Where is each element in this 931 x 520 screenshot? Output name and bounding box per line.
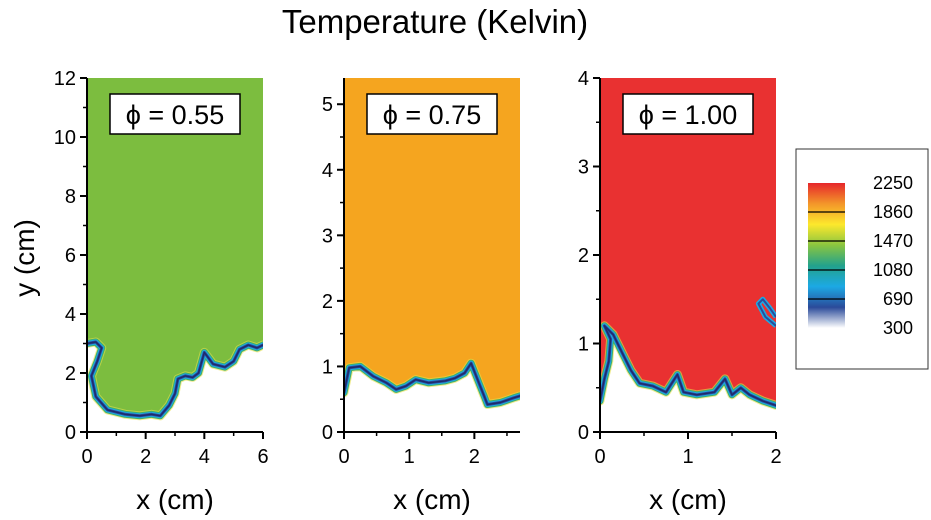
y-tick-label: 10 xyxy=(54,127,76,149)
panel-075: 0 1 2 3 4 5 0 1 2 x (cm) ϕ = 0.75 xyxy=(322,74,534,515)
colorbar-tick-label: 1470 xyxy=(873,231,913,251)
x-tick-label: 1 xyxy=(404,446,415,468)
flame-pocket xyxy=(757,298,777,327)
x-tick-label: 0 xyxy=(81,446,92,468)
x-tick-label: 2 xyxy=(770,446,781,468)
y-tick-label: 4 xyxy=(65,304,76,326)
colorbar-tick-label: 1080 xyxy=(873,260,913,280)
x-tick-label: 2 xyxy=(140,446,151,468)
x-axis-label: x (cm) xyxy=(393,484,471,515)
x-tick-label: 0 xyxy=(338,446,349,468)
y-tick-label: 3 xyxy=(322,225,333,247)
y-tick-label: 4 xyxy=(578,68,589,90)
colorbar-tick-label: 690 xyxy=(883,289,913,309)
phi-label: ϕ = 0.75 xyxy=(383,100,481,130)
colorbar-gradient xyxy=(808,183,845,328)
frame-mask xyxy=(520,74,534,436)
y-tick-label: 0 xyxy=(578,422,589,444)
y-tick-label: 2 xyxy=(65,363,76,385)
figure-title: Temperature (Kelvin) xyxy=(282,3,588,40)
flame-front-band xyxy=(86,341,264,417)
colorbar-tick-label: 1860 xyxy=(873,202,913,222)
x-tick-label: 1 xyxy=(682,446,693,468)
y-tick-label: 12 xyxy=(54,68,76,90)
phi-label-box xyxy=(109,93,241,135)
y-tick-label: 2 xyxy=(578,245,589,267)
colorbar-tick-label: 2250 xyxy=(873,173,913,193)
y-tick-label: 0 xyxy=(65,422,76,444)
phi-label: ϕ = 1.00 xyxy=(639,100,737,130)
y-tick-label: 1 xyxy=(322,356,333,378)
burned-region xyxy=(87,78,263,416)
y-tick-label: 2 xyxy=(322,291,333,313)
x-axis-label: x (cm) xyxy=(136,484,214,515)
flame-front-band xyxy=(599,325,777,407)
panel-100: 0 1 2 3 4 0 1 2 x (cm) ϕ = 1.00 xyxy=(578,68,790,515)
y-axis-label: y (cm) xyxy=(9,219,40,297)
y-tick-label: 0 xyxy=(322,422,333,444)
x-tick-label: 4 xyxy=(199,446,210,468)
y-tick-label: 3 xyxy=(578,157,589,179)
y-tick-label: 1 xyxy=(578,334,589,356)
y-tick-label: 6 xyxy=(65,245,76,267)
frame-mask xyxy=(776,74,790,436)
flame-front-band xyxy=(343,362,521,406)
frame-mask xyxy=(330,74,344,436)
x-tick-label: 2 xyxy=(469,446,480,468)
phi-label-box xyxy=(366,93,498,135)
burned-region xyxy=(600,78,776,406)
colorbar-tick-label: 300 xyxy=(883,318,913,338)
burned-region xyxy=(344,78,520,405)
phi-label-box xyxy=(622,93,754,135)
y-tick-label: 5 xyxy=(322,94,333,116)
panel-055: 0 2 4 6 8 10 12 0 2 4 6 x (cm) ϕ = 0.55 xyxy=(54,68,277,515)
x-tick-label: 0 xyxy=(594,446,605,468)
phi-label: ϕ = 0.55 xyxy=(126,100,224,130)
x-axis-label: x (cm) xyxy=(649,484,727,515)
x-tick-label: 6 xyxy=(257,446,268,468)
y-tick-label: 4 xyxy=(322,160,333,182)
frame-mask xyxy=(263,74,277,436)
y-tick-label: 8 xyxy=(65,186,76,208)
colorbar: 2250 1860 1470 1080 690 300 xyxy=(795,148,929,370)
